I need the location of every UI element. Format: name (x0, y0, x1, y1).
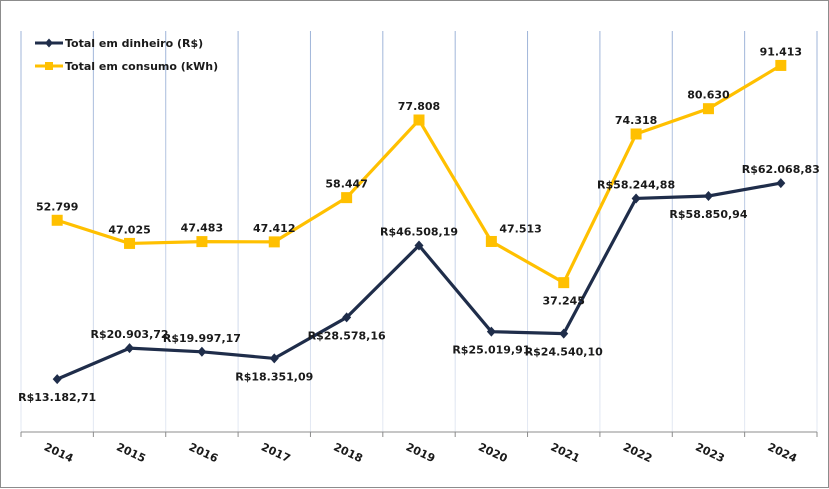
data-label: 47.483 (181, 222, 223, 235)
x-tick-label: 2022 (621, 440, 654, 465)
data-label: 91.413 (760, 45, 802, 58)
data-point-money[interactable] (269, 353, 279, 364)
gridline (20, 31, 22, 432)
data-point-consumption[interactable] (124, 237, 136, 249)
data-label: 58.447 (325, 178, 367, 191)
gridline (165, 31, 167, 432)
data-point-consumption[interactable] (341, 192, 353, 204)
gridline (382, 31, 384, 432)
x-axis: 2014 2015 2016 2017 2018 2019 2020 2021 2022 2023… (20, 431, 818, 465)
data-point-consumption[interactable] (268, 236, 280, 248)
data-label: R$62.068,83 (742, 163, 820, 176)
data-point-money[interactable] (559, 328, 569, 339)
data-label: 52.799 (36, 200, 78, 213)
data-label: 47.513 (499, 222, 541, 235)
data-point-money[interactable] (486, 326, 496, 337)
x-tick-label: 2019 (404, 440, 437, 465)
data-point-consumption[interactable] (775, 59, 787, 71)
legend-item-money[interactable]: Total em dinheiro (R$) (35, 37, 203, 50)
data-label: R$58.244,88 (597, 178, 675, 191)
data-label: R$28.578,16 (308, 329, 386, 342)
data-point-money[interactable] (631, 193, 641, 204)
data-label: R$46.508,19 (380, 226, 458, 239)
data-label: 47.412 (253, 222, 295, 235)
legend: Total em dinheiro (R$) Total em consumo … (35, 37, 218, 73)
data-point-consumption[interactable] (558, 277, 570, 289)
gridline (599, 31, 601, 432)
data-point-consumption[interactable] (702, 103, 714, 115)
gridline (527, 31, 529, 432)
gridline (816, 31, 818, 432)
gridline (237, 31, 239, 432)
x-tick-label: 2017 (259, 440, 292, 465)
data-label: R$24.540,10 (525, 346, 603, 359)
data-label: R$13.182,71 (18, 391, 96, 404)
data-label: R$25.019,91 (452, 344, 530, 357)
data-label: R$58.850,94 (669, 208, 747, 221)
legend-label-money: Total em dinheiro (R$) (65, 37, 203, 50)
data-point-consumption[interactable] (51, 214, 63, 226)
gridline (309, 31, 311, 432)
data-label: 77.808 (398, 100, 440, 113)
legend-item-consumption[interactable]: Total em consumo (kWh) (35, 60, 218, 73)
data-point-consumption[interactable] (196, 236, 208, 248)
gridline (454, 31, 456, 432)
gridline (744, 31, 746, 432)
data-point-money[interactable] (776, 178, 786, 189)
data-point-money[interactable] (52, 374, 62, 385)
data-label: R$19.997,17 (163, 332, 241, 345)
data-point-money[interactable] (125, 343, 135, 354)
legend-label-consumption: Total em consumo (kWh) (65, 60, 218, 73)
diamond-marker-icon (45, 38, 53, 48)
square-marker-icon (45, 62, 53, 70)
x-tick-label: 2015 (114, 440, 147, 465)
x-tick-label: 2023 (693, 440, 726, 465)
x-tick-label: 2014 (42, 440, 76, 465)
data-point-money[interactable] (342, 312, 352, 323)
x-tick-label: 2021 (549, 440, 582, 465)
x-tick-label: 2018 (331, 440, 364, 465)
data-point-money[interactable] (197, 346, 207, 357)
gridline (671, 31, 673, 432)
data-label: 37.245 (543, 295, 585, 308)
data-point-consumption[interactable] (413, 114, 425, 126)
series-lines (51, 59, 787, 385)
data-label: 47.025 (108, 223, 150, 236)
data-label: 74.318 (615, 114, 657, 127)
x-tick-label: 2020 (476, 440, 510, 465)
x-tick-label: 2016 (187, 440, 221, 465)
data-label: R$20.903,72 (91, 328, 169, 341)
x-tick-label: 2024 (766, 440, 800, 465)
data-point-money[interactable] (414, 240, 424, 251)
data-label: 80.630 (687, 89, 730, 102)
data-labels: R$13.182,71 R$20.903,72R$19.997,17 R$18.35… (18, 45, 820, 404)
data-label: R$18.351,09 (235, 370, 313, 383)
data-point-money[interactable] (703, 191, 713, 202)
data-point-consumption[interactable] (630, 128, 642, 140)
data-point-consumption[interactable] (485, 235, 497, 247)
